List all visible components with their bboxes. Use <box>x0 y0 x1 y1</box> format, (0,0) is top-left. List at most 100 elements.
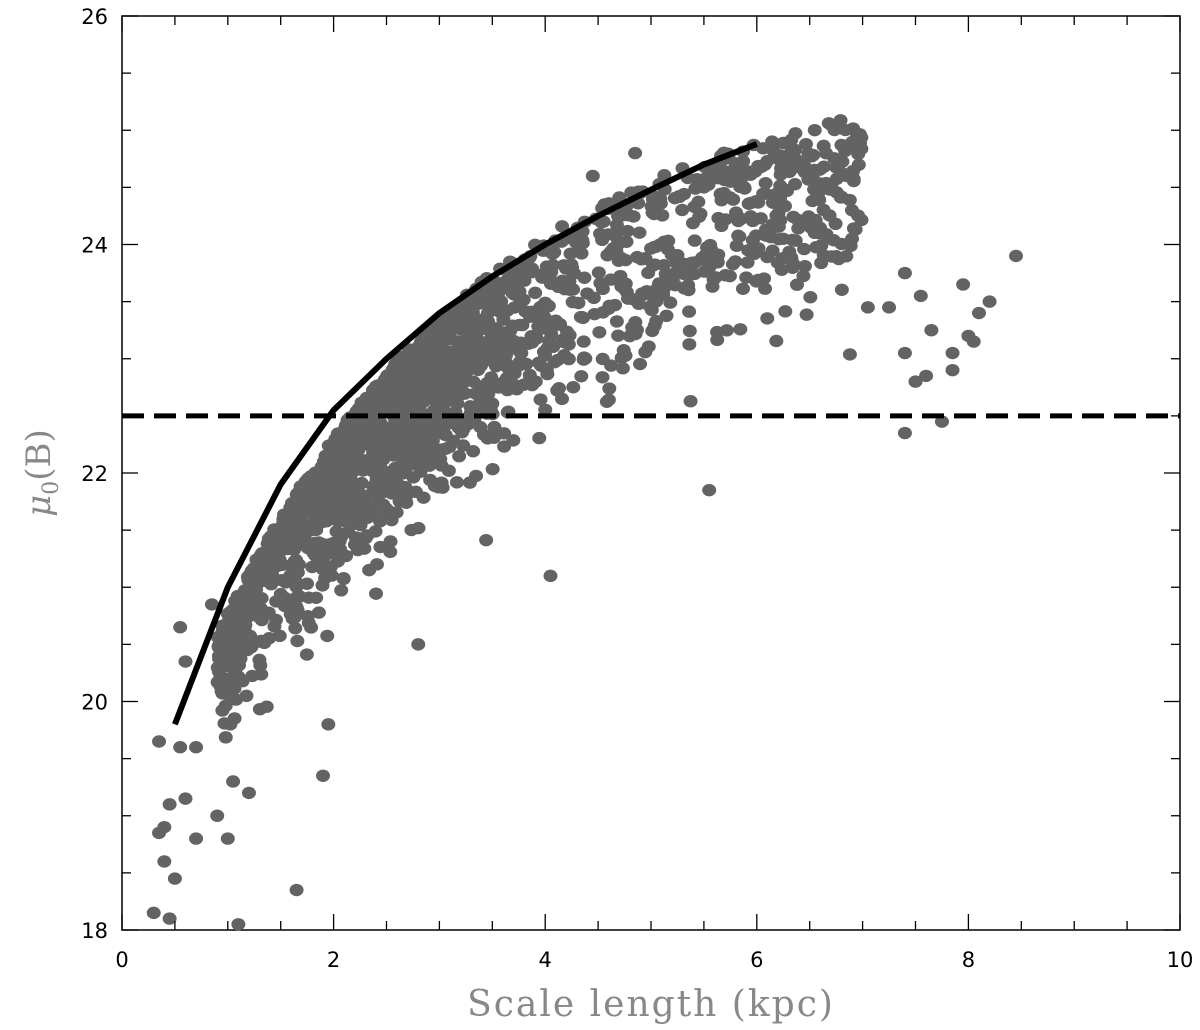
data-point <box>819 147 834 160</box>
data-point <box>288 622 303 635</box>
data-point <box>409 365 424 379</box>
data-point <box>435 368 450 382</box>
data-point <box>806 148 821 162</box>
data-point <box>641 340 656 353</box>
data-point <box>611 209 626 223</box>
data-point <box>790 213 805 226</box>
data-point <box>897 346 912 360</box>
data-point <box>723 175 738 188</box>
data-point <box>278 533 293 547</box>
data-point <box>389 506 404 519</box>
data-point <box>474 381 489 395</box>
data-point <box>827 123 842 137</box>
data-point <box>301 616 316 630</box>
x-tick-label: 10 <box>1167 948 1194 972</box>
data-point <box>758 176 773 190</box>
data-point <box>538 403 553 417</box>
data-point <box>798 137 813 151</box>
data-point <box>833 114 848 127</box>
data-point <box>628 146 643 160</box>
data-point <box>369 558 384 571</box>
data-point <box>395 354 410 368</box>
data-point <box>329 460 344 474</box>
data-point <box>261 606 276 619</box>
data-point <box>471 324 486 338</box>
data-point <box>484 371 499 384</box>
data-point <box>244 641 259 654</box>
data-point <box>532 431 547 445</box>
data-point <box>846 222 861 235</box>
data-point <box>452 449 467 463</box>
data-point <box>566 266 581 280</box>
data-point <box>574 370 589 383</box>
data-point <box>342 456 357 470</box>
data-point <box>683 394 698 408</box>
data-point <box>831 252 846 266</box>
data-point <box>621 292 636 305</box>
data-point <box>301 591 316 604</box>
data-point <box>491 291 506 304</box>
data-point <box>538 349 553 362</box>
data-point <box>778 305 793 318</box>
data-point <box>456 439 471 452</box>
data-point <box>625 321 640 334</box>
data-point <box>776 232 791 245</box>
solid-limit-curve <box>172 141 758 726</box>
data-point <box>576 335 591 348</box>
data-point <box>544 265 559 279</box>
data-point <box>318 498 333 511</box>
data-point <box>765 143 780 157</box>
data-point <box>189 832 204 845</box>
data-point <box>290 634 305 648</box>
data-point <box>474 354 489 367</box>
data-point <box>784 145 799 158</box>
data-point <box>682 305 697 318</box>
data-point <box>487 420 502 434</box>
data-point <box>834 283 849 296</box>
data-point <box>830 160 845 173</box>
data-point <box>368 525 383 538</box>
data-point <box>770 256 785 269</box>
data-point <box>721 165 736 178</box>
data-point <box>844 204 859 217</box>
data-point <box>591 266 606 279</box>
data-point <box>334 584 349 597</box>
data-point <box>632 226 647 239</box>
x-tick-label: 0 <box>115 948 128 972</box>
data-point <box>416 395 431 409</box>
data-point <box>966 335 981 348</box>
data-point <box>854 213 869 227</box>
data-point <box>550 353 565 367</box>
data-point <box>449 476 464 489</box>
data-point <box>842 348 857 361</box>
data-point <box>620 224 635 238</box>
data-point <box>648 283 663 297</box>
data-point <box>819 176 834 190</box>
data-point <box>532 323 547 336</box>
data-point <box>803 290 818 304</box>
data-point <box>512 285 527 298</box>
y-axis-title-suffix: (B) <box>19 429 59 481</box>
data-point <box>759 229 774 242</box>
data-point <box>796 269 811 283</box>
data-point <box>676 267 691 280</box>
data-point <box>733 323 748 336</box>
data-point <box>659 309 674 323</box>
data-point <box>602 382 617 395</box>
data-point <box>682 324 697 338</box>
data-point <box>647 240 662 254</box>
data-point <box>242 568 257 581</box>
data-point <box>595 371 610 384</box>
data-point <box>218 731 233 744</box>
data-point <box>552 382 567 395</box>
data-point <box>219 677 234 690</box>
data-point <box>672 190 687 204</box>
data-point <box>533 359 548 372</box>
data-point <box>428 385 443 398</box>
data-point <box>307 469 322 482</box>
data-point <box>497 440 512 453</box>
data-point <box>434 459 449 472</box>
data-point <box>600 249 615 262</box>
data-point <box>571 296 586 310</box>
